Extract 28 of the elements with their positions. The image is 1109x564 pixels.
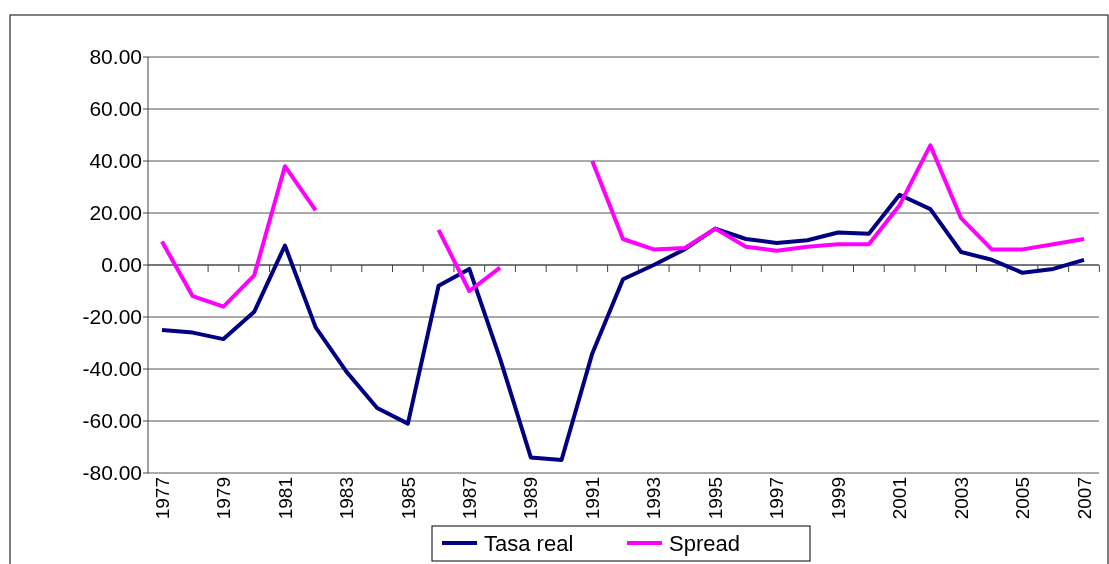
y-tick-label: 20.00 <box>89 201 142 225</box>
x-tick-label: 1989 <box>520 477 542 520</box>
x-tick-label: 1979 <box>213 477 235 520</box>
y-tick-label: 60.00 <box>89 97 142 121</box>
y-tick-label: -40.00 <box>82 357 142 381</box>
x-tick-label: 1991 <box>581 477 603 520</box>
legend-label: Tasa real <box>484 530 574 556</box>
x-tick-label: 2005 <box>1012 477 1034 520</box>
x-tick-label: 1993 <box>643 477 665 520</box>
y-tick-label: 40.00 <box>89 149 142 173</box>
x-tick-label: 1999 <box>827 477 849 520</box>
x-tick-label: 1983 <box>336 477 358 520</box>
x-tick-label: 2007 <box>1073 477 1095 520</box>
x-tick-label: 1981 <box>274 477 296 520</box>
y-tick-label: 0.00 <box>101 253 142 277</box>
x-tick-label: 1997 <box>766 477 788 520</box>
x-tick-label: 1985 <box>397 477 419 520</box>
x-tick-label: 1987 <box>458 477 480 520</box>
x-tick-label: 2003 <box>950 477 972 520</box>
line-series <box>160 192 1086 462</box>
legend-label: Spread <box>669 530 740 556</box>
y-tick-label: -20.00 <box>82 305 142 329</box>
x-tick-label: 2001 <box>889 477 911 520</box>
x-tick-label: 1995 <box>704 477 726 520</box>
x-tick-label: 1977 <box>151 477 173 520</box>
y-tick-label: -60.00 <box>82 409 142 433</box>
y-tick-label: -80.00 <box>82 461 142 485</box>
y-tick-label: 80.00 <box>89 45 142 69</box>
